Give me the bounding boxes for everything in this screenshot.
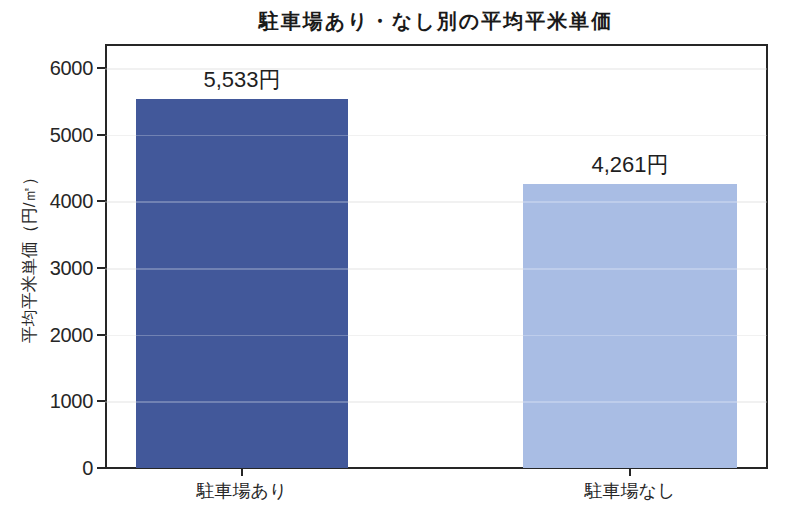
y-tick-label-4000: 4000 bbox=[23, 190, 93, 213]
y-tick-5000 bbox=[97, 134, 105, 136]
y-tick-label-3000: 3000 bbox=[23, 257, 93, 280]
x-tick-label-parking-yes: 駐車場あり bbox=[132, 479, 352, 503]
bar-parking-yes bbox=[136, 99, 348, 468]
x-tick-parking-yes bbox=[241, 469, 243, 476]
y-tick-6000 bbox=[97, 67, 105, 69]
gridline-overlay bbox=[105, 201, 767, 203]
bar-value-label-parking-yes: 5,533円 bbox=[142, 65, 342, 95]
gridline-overlay bbox=[105, 135, 767, 137]
bar-parking-no bbox=[523, 184, 737, 468]
y-tick-4000 bbox=[97, 200, 105, 202]
bar-value-label-parking-no: 4,261円 bbox=[530, 150, 730, 180]
y-tick-1000 bbox=[97, 400, 105, 402]
y-tick-label-5000: 5000 bbox=[23, 123, 93, 146]
y-tick-label-0: 0 bbox=[23, 457, 93, 480]
x-tick-parking-no bbox=[629, 469, 631, 476]
y-tick-0 bbox=[97, 467, 105, 469]
gridline-overlay bbox=[105, 268, 767, 270]
y-tick-label-2000: 2000 bbox=[23, 323, 93, 346]
plot-area: 5,533円 4,261円 bbox=[105, 44, 767, 468]
gridline-overlay bbox=[105, 401, 767, 403]
gridline-overlay bbox=[105, 335, 767, 337]
y-tick-2000 bbox=[97, 334, 105, 336]
y-tick-3000 bbox=[97, 267, 105, 269]
y-tick-label-6000: 6000 bbox=[23, 57, 93, 80]
x-tick-label-parking-no: 駐車場なし bbox=[520, 479, 740, 503]
y-tick-label-1000: 1000 bbox=[23, 390, 93, 413]
bar-chart-figure: 駐車場あり・なし別の平均平米単価 平均平米単価（円/㎡） 5,533円 4,26… bbox=[0, 0, 800, 512]
chart-title: 駐車場あり・なし別の平均平米単価 bbox=[105, 8, 767, 35]
